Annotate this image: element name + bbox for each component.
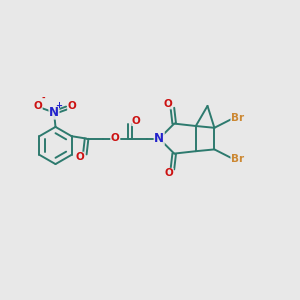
Text: -: -	[42, 94, 46, 103]
Text: Br: Br	[231, 154, 244, 164]
Text: O: O	[33, 100, 42, 111]
Text: N: N	[154, 132, 164, 145]
Text: O: O	[164, 168, 173, 178]
Text: Br: Br	[231, 113, 244, 123]
Text: +: +	[56, 101, 63, 110]
Text: O: O	[132, 116, 140, 126]
Text: O: O	[111, 133, 119, 143]
Text: O: O	[75, 152, 84, 162]
Text: O: O	[163, 99, 172, 109]
Text: N: N	[49, 106, 59, 119]
Text: O: O	[68, 101, 76, 111]
